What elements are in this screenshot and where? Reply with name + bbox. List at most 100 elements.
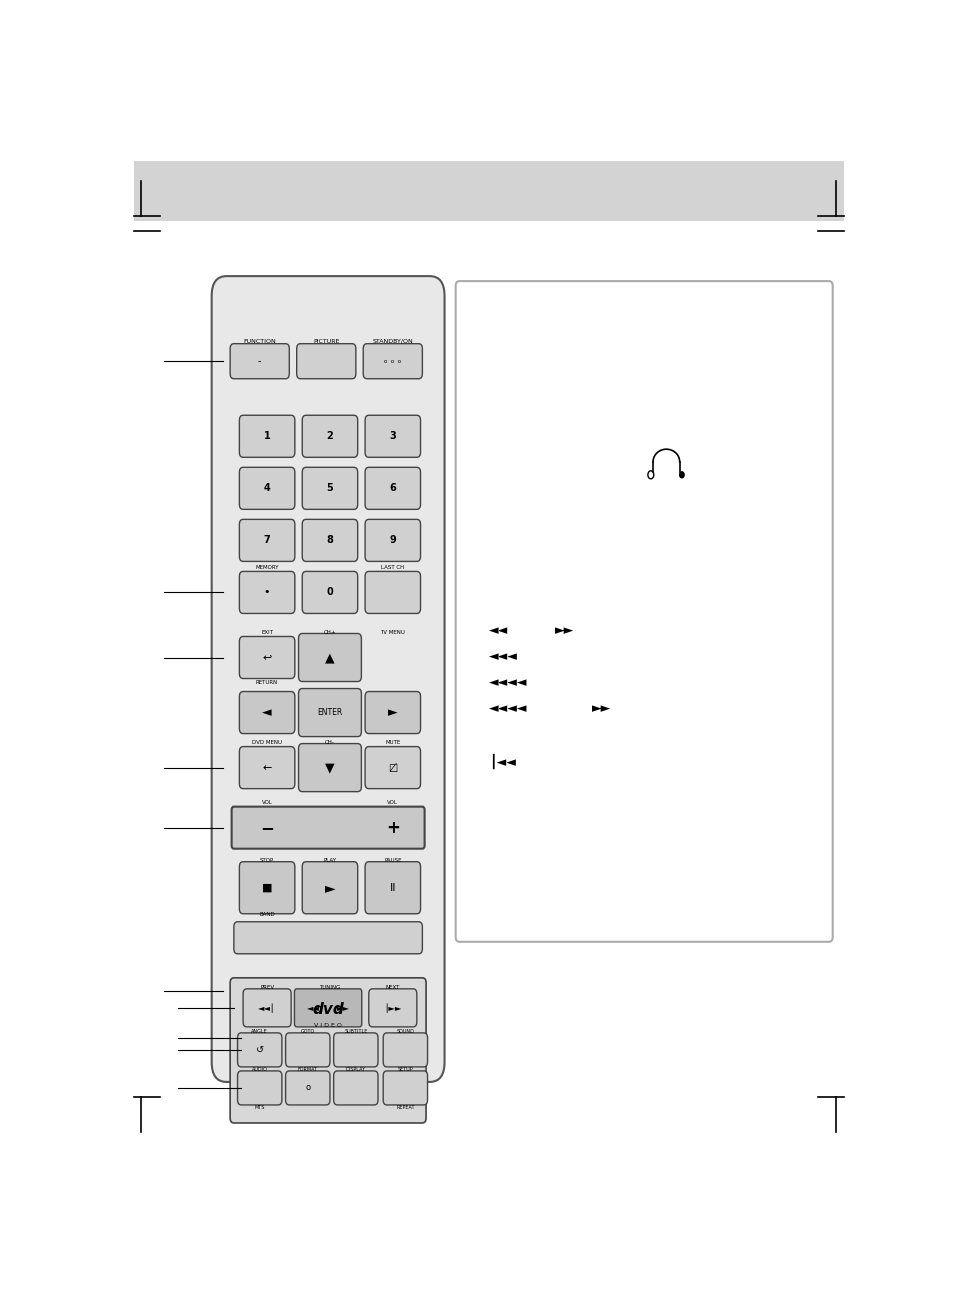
Text: 1: 1 [263,432,271,441]
Text: STANDBY/ON: STANDBY/ON [372,339,413,343]
Text: REPEAT: REPEAT [395,1105,415,1110]
Text: ⎮►►: ⎮►► [384,1004,401,1013]
FancyBboxPatch shape [298,689,361,737]
Text: 0: 0 [326,588,333,598]
Text: PLAY: PLAY [323,858,336,863]
FancyBboxPatch shape [239,467,294,510]
FancyBboxPatch shape [230,978,426,1123]
FancyBboxPatch shape [365,520,420,562]
Text: 4: 4 [263,484,271,493]
FancyBboxPatch shape [294,989,361,1027]
Text: □̸: □̸ [388,763,397,772]
Text: ←: ← [262,763,272,772]
Text: CH-: CH- [325,740,335,745]
Text: •: • [264,588,270,598]
Text: LAST CH: LAST CH [381,566,404,569]
FancyBboxPatch shape [369,989,416,1027]
FancyBboxPatch shape [237,1034,282,1067]
FancyBboxPatch shape [365,467,420,510]
FancyBboxPatch shape [302,467,357,510]
Text: PICTURE: PICTURE [313,339,339,343]
FancyBboxPatch shape [239,415,294,458]
Text: ►►: ►► [336,1004,350,1013]
Text: RETURN: RETURN [255,680,278,685]
FancyBboxPatch shape [243,989,291,1027]
Text: ◄: ◄ [262,706,272,719]
Text: ↺: ↺ [255,1045,264,1054]
Text: PAUSE: PAUSE [384,858,401,863]
Text: ▲: ▲ [325,651,335,664]
FancyBboxPatch shape [237,1071,282,1105]
FancyBboxPatch shape [212,276,444,1082]
Text: 7: 7 [263,536,271,546]
Text: ■: ■ [261,883,273,893]
FancyBboxPatch shape [302,415,357,458]
Text: BAND: BAND [259,913,274,918]
FancyBboxPatch shape [365,572,420,614]
FancyBboxPatch shape [239,862,294,914]
FancyBboxPatch shape [239,572,294,614]
Text: TV MENU: TV MENU [380,630,405,634]
Text: ⎮◄◄: ⎮◄◄ [488,754,516,768]
Text: EXIT: EXIT [261,630,273,634]
Text: ↩: ↩ [262,653,272,663]
Text: PREV: PREV [260,985,274,991]
FancyBboxPatch shape [232,806,424,849]
FancyBboxPatch shape [363,343,422,378]
Text: ◄◄◄: ◄◄◄ [488,650,517,663]
FancyBboxPatch shape [233,922,422,954]
FancyBboxPatch shape [302,862,357,914]
Text: SUBTITLE: SUBTITLE [344,1030,367,1035]
Text: ◄◄⎮: ◄◄⎮ [258,1004,275,1013]
Text: V I D E O: V I D E O [314,1023,342,1028]
Text: ▼: ▼ [325,760,335,774]
Text: GOTO: GOTO [300,1030,314,1035]
Text: SETUP: SETUP [397,1067,413,1072]
Text: ◄◄◄◄: ◄◄◄◄ [488,702,527,715]
Text: DISPLAY: DISPLAY [345,1067,366,1072]
FancyBboxPatch shape [365,746,420,789]
FancyBboxPatch shape [302,572,357,614]
Text: dvd: dvd [312,1002,344,1018]
Text: STOP: STOP [260,858,274,863]
FancyBboxPatch shape [383,1034,427,1067]
Text: MEMORY: MEMORY [255,566,278,569]
Text: 5: 5 [326,484,333,493]
FancyBboxPatch shape [334,1034,377,1067]
Text: ENTER: ENTER [317,708,342,718]
FancyBboxPatch shape [239,746,294,789]
Text: MTS: MTS [254,1105,265,1110]
FancyBboxPatch shape [456,281,832,941]
Text: II: II [389,883,395,893]
Text: ►: ► [324,880,335,894]
FancyBboxPatch shape [296,343,355,378]
FancyBboxPatch shape [365,415,420,458]
FancyBboxPatch shape [285,1071,330,1105]
Text: 2: 2 [326,432,333,441]
Text: o: o [305,1083,310,1092]
Text: o  o  o: o o o [384,359,401,364]
Text: TUNING: TUNING [319,985,340,991]
Text: ►►: ►► [592,702,611,715]
Text: VOL: VOL [387,800,397,805]
Text: ►►: ►► [555,624,574,637]
FancyBboxPatch shape [365,692,420,733]
Text: NEXT: NEXT [385,985,399,991]
Text: ►: ► [388,706,397,719]
FancyBboxPatch shape [298,633,361,681]
Text: ◄◄: ◄◄ [488,624,508,637]
FancyBboxPatch shape [383,1071,427,1105]
Text: −: − [260,819,274,837]
FancyBboxPatch shape [298,744,361,792]
Bar [133,161,842,221]
Text: ANGLE: ANGLE [251,1030,268,1035]
FancyBboxPatch shape [230,343,289,378]
Text: 6: 6 [389,484,395,493]
Text: -: - [257,356,261,367]
FancyBboxPatch shape [302,520,357,562]
Text: ◄◄◄◄: ◄◄◄◄ [488,676,527,689]
Text: 3: 3 [389,432,395,441]
Text: ◄◄: ◄◄ [307,1004,320,1013]
Circle shape [679,472,683,478]
Text: MUTE: MUTE [385,740,400,745]
